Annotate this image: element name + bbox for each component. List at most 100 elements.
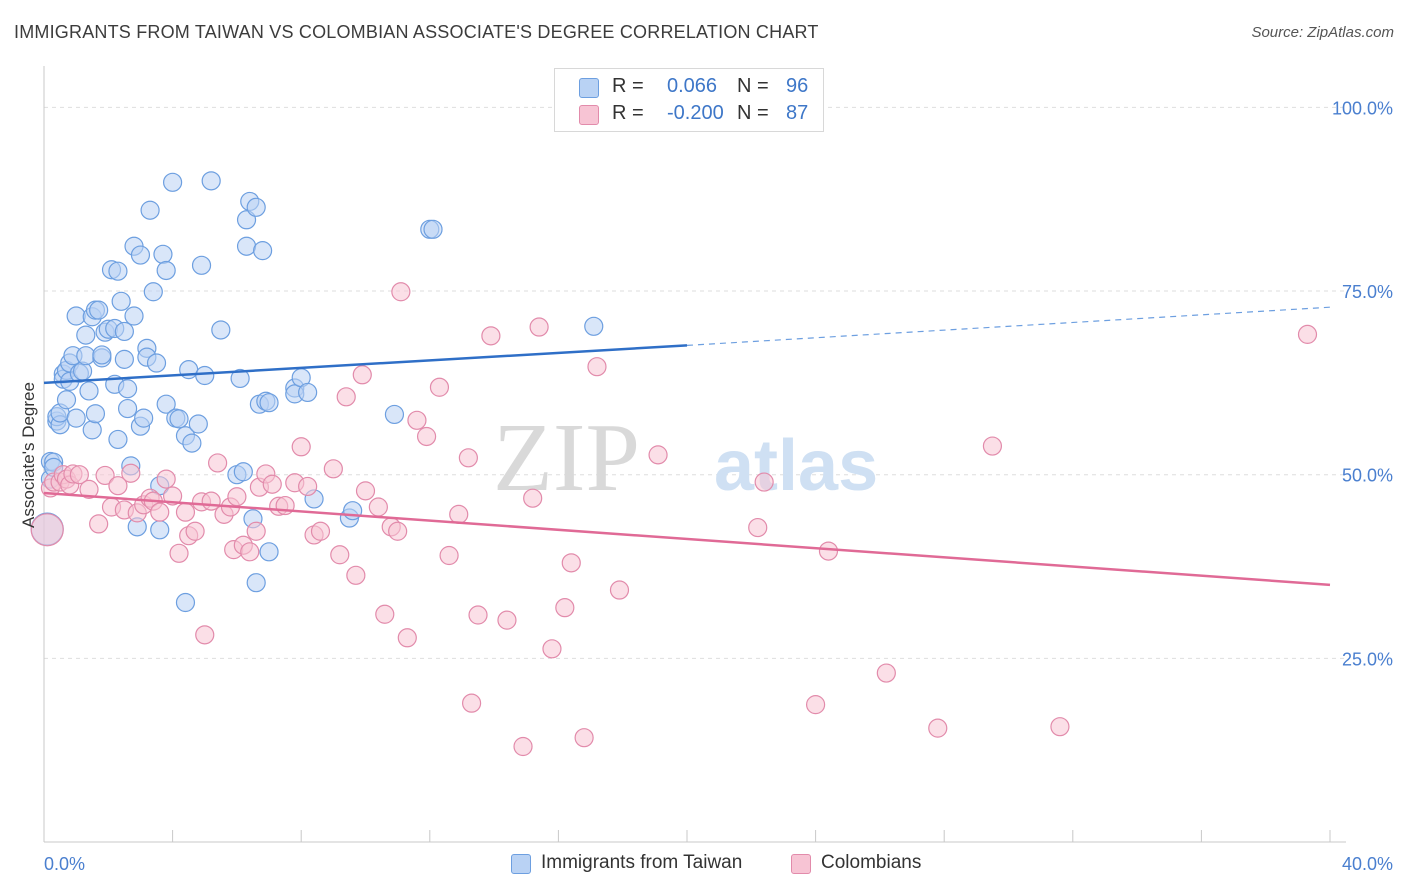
point-colombians bbox=[876, 663, 896, 683]
series-legend-swatch-taiwan bbox=[511, 854, 531, 874]
point-colombians bbox=[391, 282, 411, 302]
point-taiwan bbox=[259, 542, 279, 562]
point-colombians bbox=[449, 504, 469, 524]
point-colombians bbox=[1297, 324, 1318, 344]
y-axis-label: Associate's Degree bbox=[19, 382, 38, 528]
point-taiwan bbox=[143, 282, 163, 302]
point-taiwan bbox=[230, 368, 250, 389]
point-taiwan bbox=[146, 353, 167, 373]
point-colombians bbox=[346, 565, 366, 585]
point-taiwan bbox=[175, 592, 196, 613]
trend-line-colombians bbox=[43, 491, 1331, 587]
point-taiwan bbox=[384, 404, 405, 425]
source-label: Source: ZipAtlas.com bbox=[1251, 24, 1394, 41]
point-colombians bbox=[818, 541, 839, 561]
point-taiwan bbox=[163, 172, 183, 192]
point-colombians bbox=[185, 521, 205, 541]
point-colombians bbox=[169, 543, 189, 563]
point-colombians bbox=[1050, 717, 1070, 737]
point-colombians bbox=[561, 553, 581, 573]
point-colombians bbox=[397, 628, 417, 648]
point-taiwan bbox=[233, 462, 253, 482]
point-taiwan bbox=[188, 414, 208, 434]
point-colombians bbox=[323, 459, 343, 479]
point-colombians bbox=[513, 736, 533, 757]
legend-r-label: R = bbox=[612, 102, 644, 124]
point-taiwan bbox=[66, 408, 86, 428]
legend-r-label: R = bbox=[612, 75, 644, 97]
point-colombians bbox=[355, 481, 376, 501]
point-taiwan bbox=[108, 261, 128, 281]
point-colombians bbox=[375, 604, 395, 624]
point-taiwan bbox=[79, 381, 99, 401]
point-colombians bbox=[330, 545, 350, 565]
point-colombians bbox=[95, 465, 115, 486]
x-tick-label: 40.0% bbox=[1342, 854, 1393, 874]
point-colombians bbox=[246, 521, 266, 541]
point-colombians bbox=[108, 476, 128, 496]
point-colombians bbox=[407, 410, 427, 430]
point-taiwan bbox=[117, 398, 138, 419]
point-taiwan bbox=[246, 197, 266, 217]
point-colombians bbox=[648, 445, 668, 465]
point-taiwan bbox=[153, 244, 173, 264]
point-colombians bbox=[150, 502, 170, 522]
point-taiwan bbox=[76, 346, 96, 366]
point-colombians bbox=[416, 426, 437, 447]
point-taiwan bbox=[259, 393, 279, 413]
y-tick-label: 50.0% bbox=[1342, 466, 1393, 486]
point-taiwan bbox=[201, 171, 221, 191]
point-taiwan bbox=[343, 501, 363, 521]
point-taiwan bbox=[124, 306, 144, 326]
point-colombians bbox=[69, 465, 89, 485]
point-taiwan bbox=[150, 520, 170, 540]
point-colombians bbox=[587, 357, 607, 377]
legend-n-label: N = bbox=[737, 102, 769, 124]
stats-legend: R = 0.066 N = 96 R = -0.200 N = 87 bbox=[554, 68, 824, 132]
point-colombians bbox=[468, 605, 488, 625]
watermark-zip: ZIP bbox=[493, 404, 640, 512]
point-taiwan bbox=[182, 433, 202, 453]
point-colombians bbox=[928, 718, 948, 738]
point-colombians bbox=[156, 469, 176, 489]
point-colombians bbox=[529, 317, 549, 337]
x-tick-label: 0.0% bbox=[44, 854, 85, 874]
point-colombians bbox=[121, 463, 141, 483]
point-taiwan bbox=[85, 404, 106, 424]
point-taiwan bbox=[117, 379, 138, 399]
trend-line-taiwan bbox=[43, 344, 688, 385]
point-colombians bbox=[240, 542, 260, 562]
point-taiwan bbox=[92, 345, 112, 365]
point-colombians bbox=[805, 695, 826, 715]
point-colombians bbox=[175, 502, 196, 522]
y-tick-label: 75.0% bbox=[1342, 282, 1393, 302]
point-taiwan bbox=[246, 573, 266, 593]
point-colombians bbox=[574, 728, 594, 748]
point-taiwan bbox=[66, 306, 86, 326]
legend-n-label: N = bbox=[737, 75, 769, 97]
point-colombians bbox=[336, 387, 356, 407]
legend-r-value: 0.066 bbox=[667, 75, 718, 97]
point-colombians bbox=[429, 377, 450, 397]
point-colombians bbox=[163, 486, 183, 506]
chart-title: IMMIGRANTS FROM TAIWAN VS COLOMBIAN ASSO… bbox=[14, 22, 819, 42]
point-taiwan bbox=[134, 408, 154, 428]
point-taiwan bbox=[156, 260, 176, 281]
point-colombians bbox=[291, 437, 311, 457]
point-taiwan bbox=[114, 321, 134, 342]
data-points bbox=[30, 171, 1318, 757]
point-taiwan bbox=[253, 241, 273, 261]
point-colombians bbox=[310, 521, 331, 541]
point-colombians bbox=[542, 639, 562, 659]
point-taiwan bbox=[236, 236, 257, 256]
legend-swatch-taiwan bbox=[579, 78, 599, 98]
point-colombians bbox=[982, 436, 1003, 456]
point-taiwan bbox=[111, 291, 131, 311]
point-taiwan bbox=[108, 429, 128, 450]
point-taiwan bbox=[89, 300, 109, 320]
point-colombians bbox=[555, 598, 575, 618]
point-colombians bbox=[262, 474, 282, 494]
point-colombians bbox=[388, 521, 408, 541]
point-taiwan bbox=[72, 361, 93, 381]
point-colombians bbox=[195, 625, 215, 645]
